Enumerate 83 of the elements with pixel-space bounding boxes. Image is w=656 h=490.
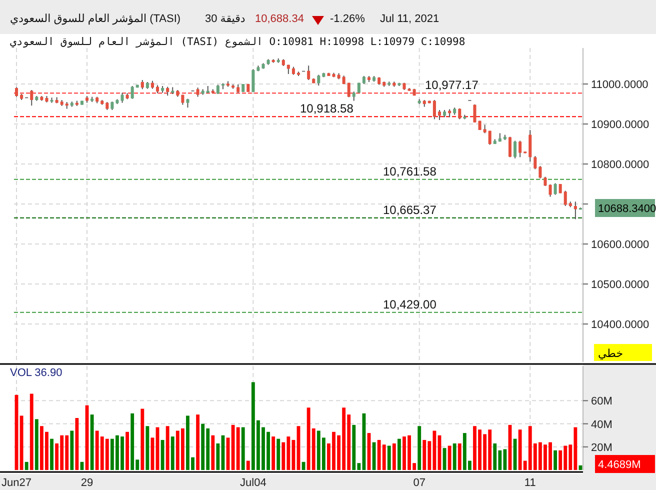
ref-line-label: 10,665.37 — [383, 202, 437, 217]
bar — [448, 446, 452, 470]
candlestick — [15, 86, 18, 98]
chart-title: المؤشر العام للسوق السعودي (TASI) — [10, 13, 181, 25]
candlestick — [317, 74, 320, 86]
chart-title: VOL 36.90 — [10, 367, 62, 379]
candlestick — [574, 201, 577, 220]
text: 4.4689M — [598, 459, 641, 471]
chart-subtitle: المؤشر العام للسوق السعودي (TASI) الشموع O:10981 H:10998 L:10979 C:10998 — [10, 36, 466, 48]
candlestick — [518, 140, 522, 158]
ref-line-label: 10,761.58 — [383, 164, 437, 178]
bar — [160, 440, 164, 470]
bar — [50, 438, 54, 470]
text: -1.26% — [330, 13, 366, 25]
candlestick — [196, 87, 200, 98]
text: خطي — [598, 348, 623, 360]
y-tick-label: 10900.0000 — [591, 119, 650, 131]
candlestick — [216, 84, 220, 94]
bar — [397, 438, 401, 470]
x-tick-label: 11 — [524, 477, 536, 489]
candlestick — [538, 166, 542, 179]
y-tick-label: 60M — [591, 396, 612, 408]
candlestick — [252, 68, 255, 92]
ref-line-label: 10,918.58 — [300, 102, 354, 116]
bar — [90, 414, 94, 470]
candlestick — [130, 86, 134, 100]
bar — [30, 394, 34, 470]
bar — [458, 443, 462, 470]
candlestick — [488, 130, 492, 146]
bar — [140, 408, 144, 470]
candlestick — [432, 100, 436, 120]
bar — [418, 426, 422, 470]
bar — [452, 443, 456, 470]
ref-line-label: 10,429.00 — [383, 297, 437, 312]
text: Jul 11, 2021 — [380, 13, 440, 25]
candlestick — [438, 110, 441, 120]
text: 30 دقيقة — [205, 13, 246, 25]
x-tick-label: Jul04 — [240, 477, 266, 489]
candlestick — [307, 65, 310, 80]
candlestick — [514, 140, 517, 159]
bar — [276, 438, 280, 470]
bar — [146, 426, 150, 470]
candlestick — [120, 92, 124, 104]
bar — [554, 450, 558, 470]
y-tick-label: 10600.0000 — [591, 239, 650, 251]
y-tick-label: 11000.0000 — [591, 79, 648, 91]
bar — [196, 414, 200, 470]
bar — [216, 443, 220, 470]
candlestick — [548, 184, 552, 198]
x-tick-label: 29 — [80, 477, 94, 489]
bar — [166, 426, 170, 470]
bar — [272, 436, 276, 470]
bar — [24, 462, 28, 470]
candlestick — [473, 104, 476, 123]
bar — [34, 419, 38, 470]
y-tick-label: 10500.0000 — [591, 279, 650, 291]
y-tick-label: 10800.0000 — [591, 159, 650, 171]
bar — [241, 427, 245, 470]
candlestick — [528, 130, 532, 162]
text: 10,688.34 — [255, 13, 304, 25]
bar — [246, 460, 250, 470]
bar — [126, 432, 130, 470]
x-tick-label: Jun27 — [2, 477, 32, 489]
y-tick-label: 40M — [591, 418, 612, 431]
candlestick — [554, 182, 557, 196]
ref-line-label: 10,977.17 — [425, 78, 479, 92]
x-tick-label: 07 — [413, 477, 426, 489]
bar — [170, 436, 174, 470]
candlestick — [352, 91, 356, 102]
y-tick-label: 10400.0000 — [591, 319, 650, 331]
candlestick — [140, 80, 144, 90]
bar — [70, 430, 74, 470]
y-tick-label: 20M — [591, 442, 612, 454]
bar — [211, 435, 215, 470]
bar — [387, 446, 391, 470]
candlestick — [534, 156, 537, 170]
candlestick — [458, 108, 462, 120]
bar — [75, 418, 79, 470]
candlestick — [544, 176, 547, 186]
bar — [20, 416, 24, 470]
candlestick — [30, 90, 34, 106]
candlestick — [564, 190, 567, 206]
bar — [392, 443, 396, 470]
